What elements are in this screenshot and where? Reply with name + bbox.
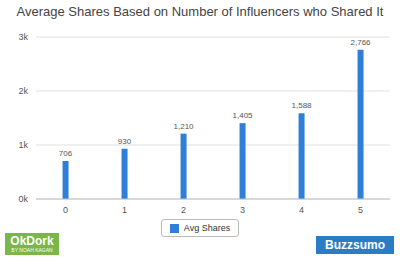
svg-text:1: 1 (122, 205, 127, 215)
svg-text:1,588: 1,588 (292, 101, 313, 110)
svg-text:930: 930 (118, 137, 132, 146)
svg-text:706: 706 (59, 149, 73, 158)
svg-text:0: 0 (63, 205, 68, 215)
svg-text:1,405: 1,405 (233, 111, 254, 120)
html-text:BY NOAH KAGAN: BY NOAH KAGAN (11, 247, 53, 253)
svg-text:2k: 2k (18, 86, 28, 96)
html-text:Average Shares Based on Number: Average Shares Based on Number of Influe… (16, 4, 384, 19)
svg-text:1,210: 1,210 (174, 122, 195, 131)
svg-text:4: 4 (299, 205, 304, 215)
svg-text:1k: 1k (18, 140, 28, 150)
html-text:OkDork: OkDork (10, 234, 54, 248)
svg-text:0k: 0k (18, 194, 28, 204)
svg-text:2,766: 2,766 (351, 38, 372, 47)
svg-text:2: 2 (181, 205, 186, 215)
svg-text:3k: 3k (18, 32, 28, 42)
svg-text:5: 5 (358, 205, 363, 215)
svg-text:3: 3 (240, 205, 245, 215)
html-text:Avg Shares: Avg Shares (183, 223, 231, 233)
html-text:Buzzsumo: Buzzsumo (325, 238, 385, 252)
